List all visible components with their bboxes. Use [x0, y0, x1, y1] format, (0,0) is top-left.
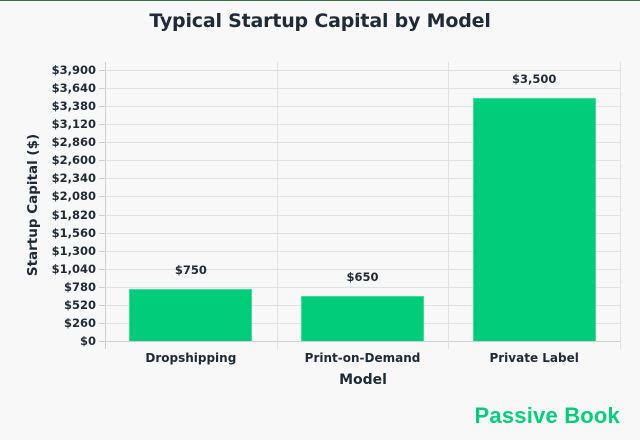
y-tick-mark	[99, 88, 105, 90]
bar-value-label: $750	[174, 262, 207, 277]
y-axis-title: Startup Capital ($)	[25, 133, 41, 277]
gridline	[105, 214, 620, 216]
y-tick-label: $260	[63, 315, 96, 330]
gridline	[105, 124, 620, 126]
gridline	[105, 268, 620, 270]
y-tick-mark	[99, 268, 105, 270]
y-tick-label: $3,120	[51, 117, 96, 132]
y-tick-mark	[99, 304, 105, 306]
plot-area: $750 $650 $3,500	[99, 62, 621, 349]
y-tick-label: $2,600	[51, 153, 96, 168]
y-tick-mark	[99, 196, 105, 198]
y-tick-label: $3,640	[51, 81, 96, 96]
gridline	[105, 70, 620, 71]
y-tick-mark	[99, 124, 105, 126]
y-tick-label: $1,040	[51, 261, 96, 276]
y-tick-label: $1,300	[51, 243, 96, 258]
x-axis-title: Model	[339, 372, 387, 388]
gridline	[105, 250, 620, 252]
y-tick-label: $0	[79, 334, 96, 348]
y-tick-mark	[99, 250, 105, 252]
y-tick-mark	[99, 178, 105, 180]
y-tick-mark	[99, 322, 105, 324]
gridline	[105, 142, 620, 144]
bar-dropshipping[interactable]	[129, 288, 253, 341]
y-tick-mark	[99, 232, 105, 234]
y-tick-mark	[99, 70, 105, 71]
y-tick-mark	[99, 142, 105, 144]
y-tick-label: $780	[63, 279, 96, 294]
y-tick-mark	[99, 106, 105, 108]
x-axis-line	[105, 341, 620, 342]
y-tick-label: $2,860	[51, 135, 96, 150]
y-tick-label: $2,340	[51, 171, 96, 186]
y-tick-label: $1,820	[51, 207, 96, 222]
vertical-gridline	[620, 62, 621, 349]
bar-value-label: $3,500	[511, 71, 557, 86]
x-tick-label: Print-on-Demand	[304, 351, 421, 365]
gridline	[105, 196, 620, 198]
gridline	[105, 106, 620, 108]
gridline	[105, 232, 620, 234]
y-axis-line	[105, 62, 106, 349]
x-tick-label: Dropshipping	[145, 351, 237, 365]
x-tick-label: Private Label	[489, 351, 579, 365]
y-tick-label: $3,900	[51, 63, 96, 77]
bar-print-on-demand[interactable]	[301, 295, 424, 341]
y-tick-label: $3,380	[51, 99, 96, 114]
gridline	[105, 88, 620, 90]
gridline	[105, 178, 620, 180]
vertical-gridline	[276, 62, 278, 349]
y-tick-mark	[99, 286, 105, 288]
bar-value-label: $650	[346, 269, 379, 284]
gridline	[105, 160, 620, 162]
y-tick-mark	[99, 160, 105, 162]
y-tick-label: $2,080	[51, 189, 96, 204]
y-tick-label: $1,560	[51, 225, 96, 240]
y-tick-mark	[99, 341, 105, 342]
chart-title: Typical Startup Capital by Model	[149, 10, 491, 32]
y-tick-label: $520	[63, 297, 96, 312]
y-tick-mark	[99, 214, 105, 216]
top-border	[0, 0, 640, 1]
gridline	[105, 286, 620, 288]
brand-logo: Passive Book	[474, 403, 620, 428]
bar-private-label[interactable]	[472, 97, 596, 341]
vertical-gridline	[448, 62, 450, 349]
